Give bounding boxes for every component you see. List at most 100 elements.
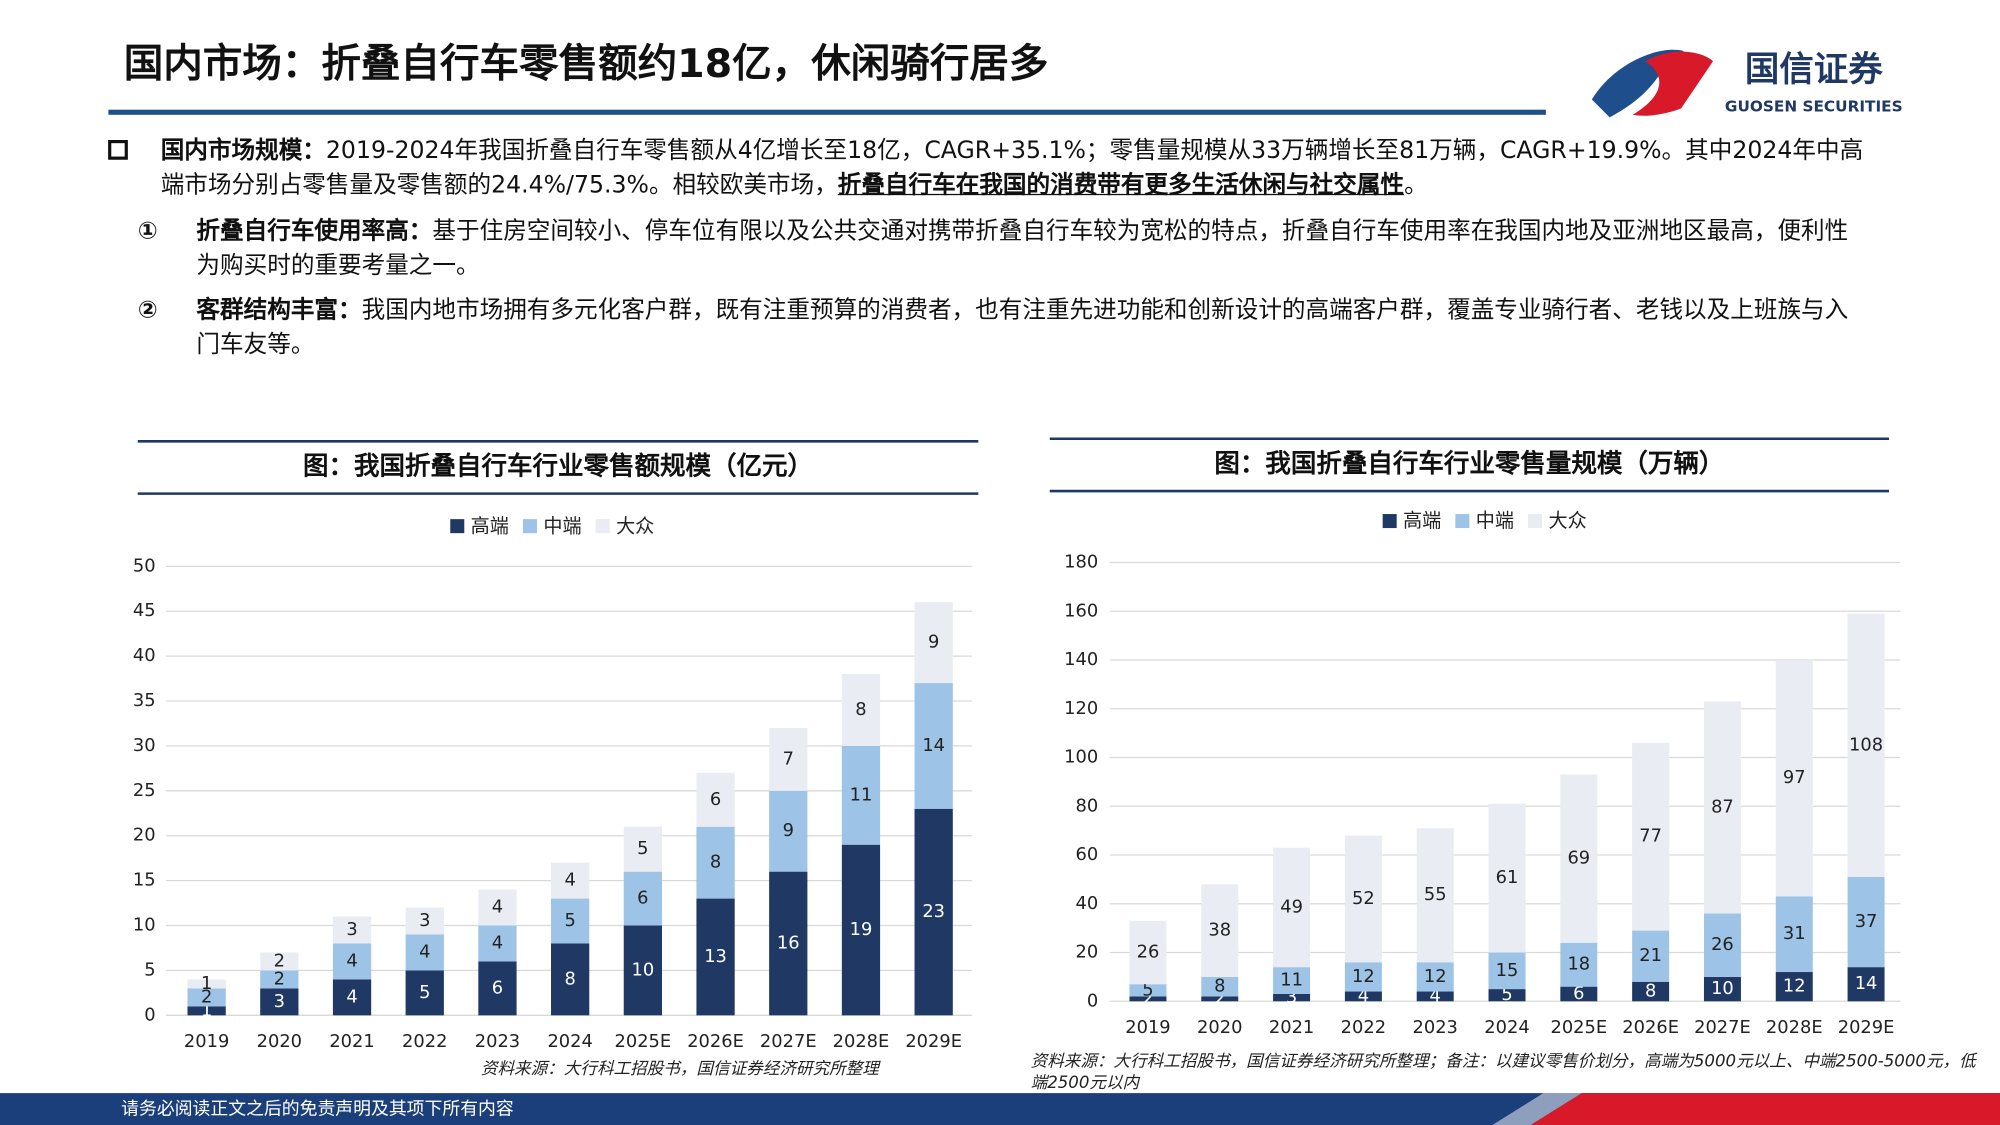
- data-label: 6: [637, 888, 648, 909]
- data-label: 97: [1783, 767, 1806, 788]
- data-label: 2: [1214, 988, 1225, 1009]
- y-tick-label: 160: [1064, 600, 1098, 621]
- y-tick-label: 5: [144, 959, 155, 980]
- legend-swatch: [1382, 514, 1397, 529]
- data-label: 4: [1430, 985, 1441, 1006]
- page-title: 国内市场：折叠自行车零售额约18亿，休闲骑行居多: [124, 41, 1049, 87]
- data-label: 5: [564, 910, 575, 931]
- data-label: 18: [1567, 954, 1590, 975]
- bar-segment: [696, 898, 735, 1016]
- bar-segment: [1632, 742, 1670, 931]
- data-label: 87: [1711, 796, 1734, 817]
- bullet-text: 基于住房空间较小、停车位有限以及公共交通对携带折叠自行车较为宽松的特点，折叠自行…: [196, 218, 1849, 280]
- bullet-square: [108, 139, 128, 160]
- bar-segment: [1488, 952, 1526, 990]
- data-label: 49: [1280, 896, 1303, 917]
- bar-segment: [1273, 967, 1311, 994]
- data-label: 1: [201, 973, 212, 994]
- marker: ①: [137, 218, 158, 245]
- bullet-marker: ①: [138, 214, 158, 248]
- data-label: 8: [855, 699, 866, 720]
- data-label: 2: [274, 950, 285, 971]
- x-tick-label: 2027E: [1694, 1017, 1751, 1038]
- legend-label: 中端: [1476, 509, 1514, 532]
- x-tick-label: 2021: [329, 1031, 374, 1052]
- bar-segment: [623, 871, 662, 926]
- data-label: 31: [1783, 923, 1806, 944]
- y-tick-label: 35: [133, 690, 156, 711]
- bar-segment: [1129, 920, 1167, 985]
- bar-segment: [332, 916, 372, 944]
- data-label: 13: [704, 946, 727, 967]
- y-tick-label: 0: [144, 1004, 155, 1025]
- data-label: 38: [1208, 920, 1231, 941]
- bullet-emphasis: 折叠自行车在我国的消费带有更多生活休闲与社交属性: [837, 172, 1405, 199]
- bar-segment: [332, 979, 372, 1016]
- x-tick-label: 2020: [1197, 1017, 1242, 1038]
- x-tick-label: 2022: [402, 1031, 447, 1052]
- data-label: 52: [1352, 888, 1375, 909]
- x-tick-label: 2029E: [905, 1031, 962, 1052]
- chart-source: 资料来源：大行科工招股书，国信证券经济研究所整理: [480, 1059, 879, 1080]
- data-label: 26: [1711, 934, 1734, 955]
- legend-label: 高端: [1403, 509, 1441, 532]
- bar-segment: [623, 925, 662, 1016]
- data-label: 1: [201, 1000, 212, 1021]
- data-label: 11: [850, 784, 873, 805]
- x-tick-label: 2023: [475, 1031, 520, 1052]
- bar-segment: [1703, 976, 1741, 1002]
- bar-segment: [478, 889, 517, 926]
- bar-segment: [405, 970, 444, 1016]
- bar-segment: [696, 772, 735, 827]
- bullet-3: 客群结构丰富：我国内地市场拥有多元化客户群，既有注重预算的消费者，也有注重先进功…: [196, 293, 1861, 362]
- data-label: 4: [346, 950, 357, 971]
- bar-segment: [260, 952, 299, 971]
- data-label: 69: [1567, 848, 1590, 869]
- bar-segment: [1847, 876, 1885, 968]
- bar-segment: [260, 988, 299, 1016]
- bullet-text: 我国内地市场拥有多元化客户群，既有注重预算的消费者，也有注重先进功能和创新设计的…: [196, 297, 1849, 359]
- bar-segment: [1273, 847, 1311, 968]
- data-label: 2: [201, 986, 212, 1007]
- legend-label: 大众: [616, 514, 654, 537]
- y-tick-label: 30: [133, 735, 156, 756]
- data-label: 55: [1424, 884, 1447, 905]
- x-tick-label: 2026E: [1622, 1017, 1679, 1038]
- chart-title: 图：我国折叠自行车行业零售额规模（亿元）: [303, 451, 813, 481]
- chart-source: 资料来源：大行科工招股书，国信证券经济研究所整理；备注：以建议零售价划分，高端为…: [1030, 1052, 1976, 1094]
- legend-swatch: [1455, 514, 1470, 529]
- y-tick-label: 20: [133, 825, 156, 846]
- bar-segment: [1344, 835, 1382, 963]
- legend-label: 中端: [543, 514, 581, 537]
- data-label: 5: [1501, 984, 1512, 1005]
- bar-segment: [769, 727, 808, 791]
- data-label: 7: [783, 748, 794, 769]
- y-tick-label: 40: [1075, 893, 1098, 914]
- bar-segment: [841, 674, 881, 746]
- data-label: 23: [922, 901, 945, 922]
- data-label: 3: [419, 910, 430, 931]
- bar-segment: [1416, 991, 1454, 1002]
- bar-segment: [478, 925, 517, 962]
- bar-segment: [1775, 660, 1813, 897]
- data-label: 4: [1358, 985, 1369, 1006]
- x-tick-label: 2027E: [760, 1031, 817, 1052]
- bullet-tail: 。: [1404, 172, 1428, 199]
- data-label: 8: [710, 852, 721, 873]
- data-label: 3: [274, 991, 285, 1012]
- y-tick-label: 140: [1064, 649, 1098, 670]
- y-tick-label: 180: [1064, 551, 1098, 572]
- y-tick-label: 100: [1064, 747, 1098, 768]
- data-label: 4: [492, 932, 503, 953]
- data-label: 11: [1280, 970, 1303, 991]
- data-label: 4: [564, 870, 575, 891]
- bar-segment: [1632, 981, 1670, 1002]
- bullet-2: 折叠自行车使用率高：基于住房空间较小、停车位有限以及公共交通对携带折叠自行车较为…: [196, 214, 1861, 283]
- footer-accent: [1530, 1093, 2000, 1125]
- y-tick-label: 120: [1064, 698, 1098, 719]
- bullet-label: 客群结构丰富：: [196, 297, 362, 324]
- y-tick-label: 60: [1075, 844, 1098, 865]
- data-label: 12: [1783, 976, 1806, 997]
- bar-segment: [1344, 991, 1382, 1002]
- bar-segment: [841, 745, 881, 845]
